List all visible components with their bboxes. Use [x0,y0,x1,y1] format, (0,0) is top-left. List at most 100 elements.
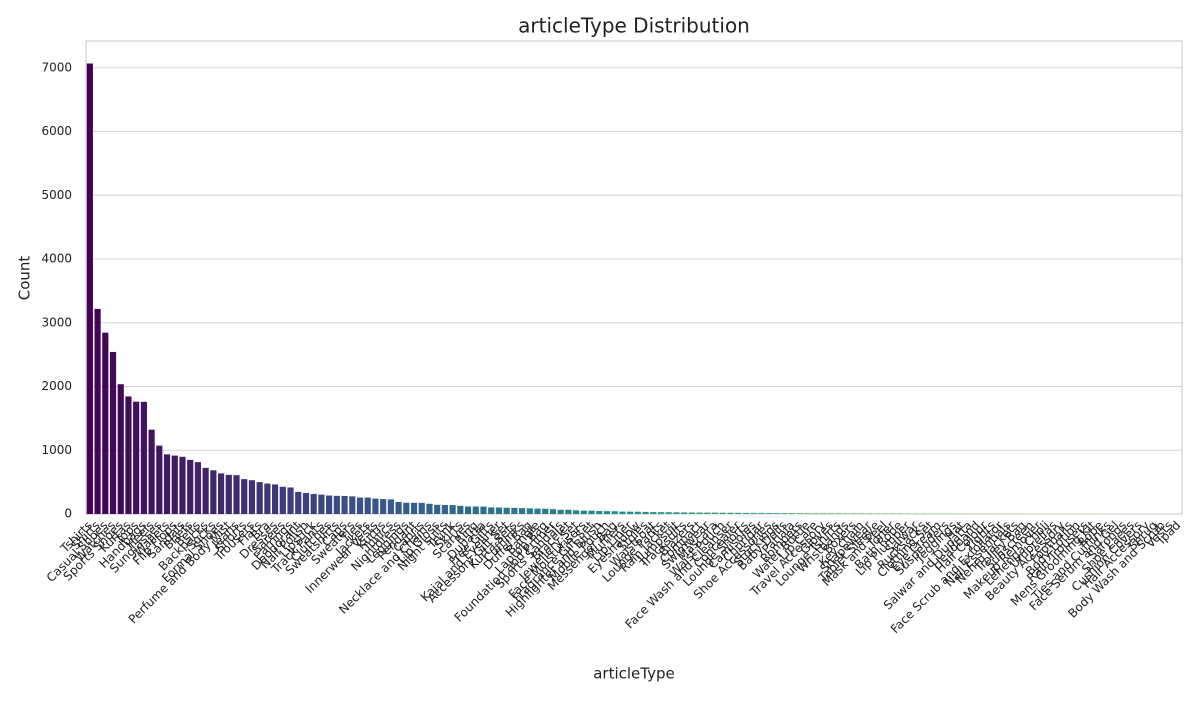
bar [542,509,548,514]
bar [349,496,355,514]
bar [751,513,757,514]
bar [164,454,170,514]
bar [326,496,332,514]
bar [704,513,710,514]
bar [835,513,841,514]
bar [758,513,764,514]
bar [743,513,749,514]
bar [866,513,872,514]
bar [673,512,679,514]
bar [102,333,108,514]
bar [805,513,811,514]
bar [264,484,270,514]
bar [604,511,610,514]
bar [450,505,456,514]
bar [882,513,888,514]
bar [434,505,440,514]
bar [318,495,324,514]
bar [851,513,857,514]
bar [280,487,286,514]
bar [658,512,664,514]
bar [635,512,641,514]
bar [241,479,247,514]
y-tick-label: 6000 [41,124,72,138]
bar [797,513,803,514]
bar [110,352,116,514]
y-tick-label: 3000 [41,315,72,329]
bar [727,513,733,514]
bar [187,460,193,514]
y-tick-label: 2000 [41,379,72,393]
bar [295,492,301,514]
bar [195,462,201,514]
bar [843,513,849,514]
y-tick-label: 0 [64,507,72,521]
y-tick-label: 4000 [41,252,72,266]
y-tick-label: 5000 [41,188,72,202]
bar [712,513,718,514]
bar [504,508,510,514]
bar [820,513,826,514]
bar [697,513,703,514]
bar [666,512,672,514]
bar [473,506,479,514]
bar [519,508,525,514]
bar [897,513,903,514]
bar [365,498,371,514]
bar [118,384,124,514]
bar [859,513,865,514]
bar [388,499,394,514]
bar [534,509,540,514]
bar [442,505,448,514]
bar [287,487,293,514]
x-axis-label: articleType [593,665,675,683]
bar [588,511,594,514]
bar [87,64,93,514]
bar [735,513,741,514]
bar [874,513,880,514]
bar [303,493,309,514]
bar [125,396,131,514]
bar [689,512,695,514]
y-axis-label: Count [16,256,34,301]
bar [828,513,834,514]
bar [720,513,726,514]
bar [380,499,386,514]
bar [396,502,402,514]
bar [642,512,648,514]
bar [488,507,494,514]
bar [781,513,787,514]
bar [94,309,100,514]
bar [149,430,155,514]
bar [496,507,502,514]
bar [210,470,216,514]
bar [233,475,239,514]
bar [774,513,780,514]
bar [480,507,486,514]
bar [133,402,139,514]
bar [457,506,463,514]
bar [789,513,795,514]
bar [372,499,378,514]
bar [334,496,340,514]
plot-frame [86,41,1182,514]
bar [573,510,579,514]
bar [650,512,656,514]
y-tick-label: 7000 [41,60,72,74]
bar [550,509,556,514]
bar [156,446,162,514]
bar [419,503,425,514]
bar [249,480,255,514]
bar [627,512,633,514]
bar [311,494,317,514]
bar [403,503,409,514]
bar [766,513,772,514]
bar [596,511,602,514]
bar [226,475,232,514]
bar [565,510,571,514]
bar [812,513,818,514]
bar [141,402,147,514]
bar [272,484,278,514]
bar [341,496,347,514]
y-tick-label: 1000 [41,443,72,457]
